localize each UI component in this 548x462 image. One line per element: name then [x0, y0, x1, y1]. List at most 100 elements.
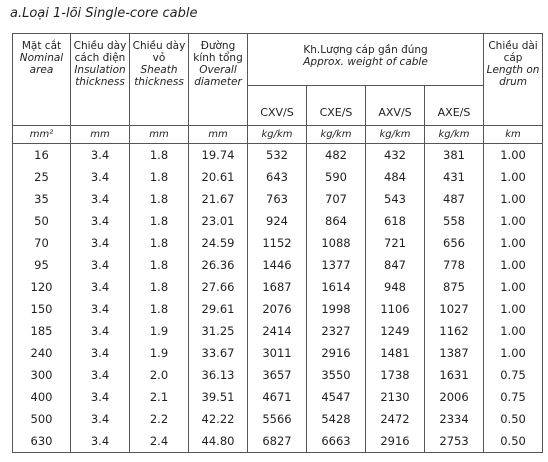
header-cell: Đường kính tổng Overall diameter: [188, 33, 248, 126]
data-cell: 29.61: [188, 298, 248, 320]
data-cell: 27.66: [188, 276, 248, 298]
data-cell: 721: [365, 232, 425, 254]
header-en: Overall diameter: [194, 64, 242, 88]
subheader-cell: AXV/S: [365, 85, 425, 126]
data-cell: 2.2: [129, 408, 189, 430]
header-cell: Chiều dày cách điện Insulation thickness: [70, 33, 130, 126]
data-cell: 300: [12, 364, 71, 386]
data-cell: 20.61: [188, 166, 248, 188]
data-row: 150 3.4 1.8 29.61 2076 1998 1106 1027 1.00: [12, 298, 548, 320]
data-cell: 16: [12, 143, 71, 166]
data-cell: 532: [247, 143, 307, 166]
data-cell: 3.4: [70, 210, 130, 232]
data-cell: 1.00: [483, 276, 544, 298]
data-cell: 1088: [306, 232, 366, 254]
data-row: 35 3.4 1.8 21.67 763 707 543 487 1.00: [12, 188, 548, 210]
unit-cell: kg/km: [247, 125, 307, 144]
data-cell: 3.4: [70, 298, 130, 320]
subheader-row: CXV/S CXE/S AXV/S AXE/S: [13, 85, 548, 126]
unit-cell: mm²: [12, 125, 71, 144]
header-en: Nominal area: [19, 52, 64, 76]
data-cell: 240: [12, 342, 71, 364]
unit-cell: kg/km: [423, 125, 485, 144]
data-cell: 33.67: [188, 342, 248, 364]
data-cell: 24.59: [188, 232, 248, 254]
data-cell: 36.13: [188, 364, 248, 386]
data-row: 630 3.4 2.4 44.80 6827 6663 2916 2753 0.50: [12, 430, 548, 453]
header-cell: Mặt cắt Nominal area: [12, 33, 71, 126]
data-cell: 23.01: [188, 210, 248, 232]
data-cell: 864: [306, 210, 366, 232]
header-row: Mặt cắt Nominal area Chiều dày cách điện In…: [12, 33, 548, 126]
data-cell: 0.50: [483, 430, 544, 453]
data-cell: 25: [12, 166, 71, 188]
data-cell: 1738: [365, 364, 425, 386]
data-cell: 44.80: [188, 430, 248, 453]
data-cell: 2916: [365, 430, 425, 453]
data-cell: 656: [423, 232, 485, 254]
data-cell: 1.8: [129, 166, 189, 188]
data-cell: 400: [12, 386, 71, 408]
data-cell: 2916: [306, 342, 366, 364]
data-cell: 381: [423, 143, 485, 166]
data-cell: 6663: [306, 430, 366, 453]
header-vi: Mặt cắt: [21, 40, 62, 52]
header-cell: Kh.Lượng cáp gần đúng Approx. weight of c…: [246, 33, 485, 86]
data-cell: 924: [247, 210, 307, 232]
data-cell: 847: [365, 254, 425, 276]
data-cell: 1.00: [483, 143, 544, 166]
data-cell: 2006: [423, 386, 485, 408]
data-cell: 3.4: [70, 408, 130, 430]
data-cell: 707: [306, 188, 366, 210]
data-row: 500 3.4 2.2 42.22 5566 5428 2472 2334 0.50: [12, 408, 548, 430]
data-cell: 618: [365, 210, 425, 232]
data-cell: 1.8: [129, 298, 189, 320]
data-cell: 2.1: [129, 386, 189, 408]
data-cell: 948: [365, 276, 425, 298]
subheader-cell: AXE/S: [423, 85, 485, 126]
data-cell: 2076: [247, 298, 307, 320]
data-cell: 3.4: [70, 430, 130, 453]
data-row: 185 3.4 1.9 31.25 2414 2327 1249 1162 1.00: [12, 320, 548, 342]
data-cell: 484: [365, 166, 425, 188]
data-cell: 2327: [306, 320, 366, 342]
data-cell: 2334: [423, 408, 485, 430]
data-cell: 1.00: [483, 320, 544, 342]
unit-cell: mm: [129, 125, 189, 144]
data-cell: 487: [423, 188, 485, 210]
data-cell: 875: [423, 276, 485, 298]
data-cell: 1152: [247, 232, 307, 254]
data-cell: 1377: [306, 254, 366, 276]
data-cell: 95: [12, 254, 71, 276]
data-cell: 4547: [306, 386, 366, 408]
data-row: 50 3.4 1.8 23.01 924 864 618 558 1.00: [12, 210, 548, 232]
data-cell: 1.00: [483, 188, 544, 210]
data-cell: 3.4: [70, 166, 130, 188]
data-cell: 1027: [423, 298, 485, 320]
subheader-cell: CXE/S: [306, 85, 366, 126]
data-cell: 2472: [365, 408, 425, 430]
data-cell: 3657: [247, 364, 307, 386]
data-cell: 3.4: [70, 232, 130, 254]
data-cell: 643: [247, 166, 307, 188]
data-cell: 431: [423, 166, 485, 188]
data-cell: 3.4: [70, 254, 130, 276]
data-cell: 3.4: [70, 386, 130, 408]
unit-cell: mm: [70, 125, 130, 144]
header-en: Length on drum: [486, 64, 540, 88]
data-row: 400 3.4 2.1 39.51 4671 4547 2130 2006 0.75: [12, 386, 548, 408]
data-cell: 1.8: [129, 276, 189, 298]
data-row: 25 3.4 1.8 20.61 643 590 484 431 1.00: [12, 166, 548, 188]
data-cell: 3.4: [70, 364, 130, 386]
title: a.Loại 1-lõi Single-core cable: [10, 6, 198, 21]
data-cell: 19.74: [188, 143, 248, 166]
data-cell: 1.00: [483, 166, 544, 188]
data-cell: 432: [365, 143, 425, 166]
data-cell: 1614: [306, 276, 366, 298]
data-cell: 1446: [247, 254, 307, 276]
header-vi: Chiều dày vỏ: [132, 40, 186, 64]
data-cell: 543: [365, 188, 425, 210]
data-cell: 2.0: [129, 364, 189, 386]
data-cell: 1.00: [483, 210, 544, 232]
